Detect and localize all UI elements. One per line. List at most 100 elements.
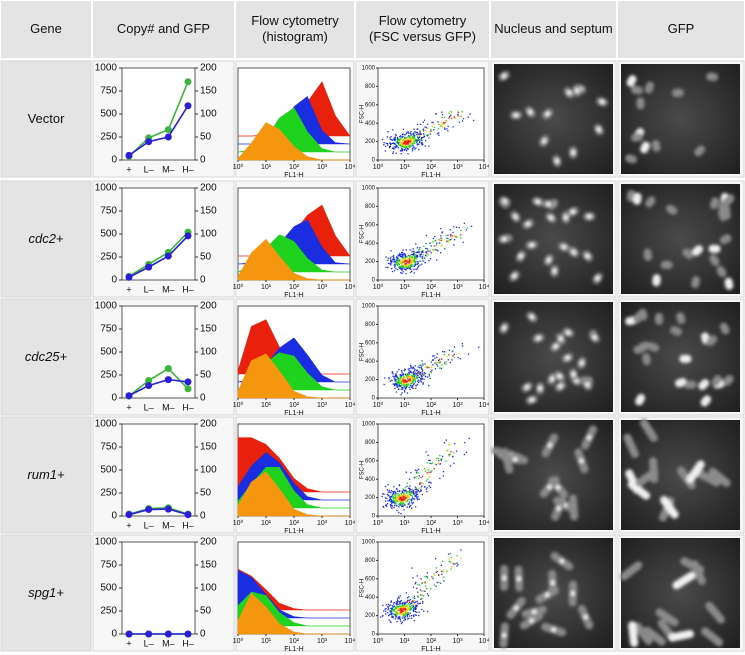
density-dot xyxy=(397,596,400,598)
density-dot xyxy=(447,553,450,555)
density-dot xyxy=(391,612,393,614)
series-line xyxy=(128,231,189,278)
density-dot xyxy=(387,262,390,265)
density-dot xyxy=(424,372,426,375)
density-dot xyxy=(402,608,404,610)
density-dot xyxy=(436,581,438,584)
density-dot xyxy=(422,363,424,365)
density-dot xyxy=(407,153,409,155)
density-dot xyxy=(434,362,436,364)
density-dot xyxy=(406,382,408,384)
density-dot xyxy=(436,356,438,358)
density-dot xyxy=(398,500,400,502)
density-dot xyxy=(414,607,416,609)
density-dot xyxy=(386,489,389,491)
density-dot xyxy=(420,367,423,369)
y-tick-label: 500 xyxy=(100,229,117,240)
density-dot xyxy=(428,242,431,244)
density-dot xyxy=(405,132,408,135)
y2-tick-label: 100 xyxy=(200,347,217,358)
density-dot xyxy=(395,391,398,393)
density-dot xyxy=(399,618,401,620)
density-dot xyxy=(411,264,414,266)
density-dot xyxy=(407,376,409,378)
x-tick-label: L– xyxy=(144,402,154,412)
density-dot xyxy=(453,562,455,565)
density-dot xyxy=(460,115,462,118)
density-dot xyxy=(394,375,397,377)
density-dot xyxy=(415,257,417,259)
density-dot xyxy=(427,595,429,597)
density-dot xyxy=(391,501,394,504)
series-point xyxy=(145,138,153,146)
density-dot xyxy=(405,601,407,604)
density-dot xyxy=(392,142,395,145)
histogram-area xyxy=(237,592,350,635)
density-dot xyxy=(389,496,391,498)
density-dot xyxy=(388,499,391,502)
density-dot xyxy=(418,364,421,366)
density-dot xyxy=(415,496,418,498)
nucleus xyxy=(549,376,555,382)
density-dot xyxy=(429,462,431,464)
y2-tick-label: 50 xyxy=(200,252,212,263)
density-dot xyxy=(430,462,432,465)
density-dot xyxy=(404,607,407,609)
density-dot xyxy=(391,613,393,616)
density-dot xyxy=(405,609,407,611)
y2-tick-label: 200 xyxy=(200,419,217,430)
density-dot xyxy=(435,463,438,466)
density-dot xyxy=(389,620,392,622)
density-dot xyxy=(410,268,412,270)
density-dot xyxy=(412,586,415,588)
density-dot xyxy=(386,612,389,614)
density-dot xyxy=(426,593,429,595)
density-dot xyxy=(409,144,411,147)
density-dot xyxy=(461,120,464,122)
y-tick-label: 600 xyxy=(365,576,376,582)
density-dot xyxy=(413,134,415,136)
density-dot xyxy=(407,132,410,134)
density-dot xyxy=(450,233,452,236)
density-dot xyxy=(412,498,415,500)
density-dot xyxy=(445,460,447,462)
density-dot xyxy=(419,139,421,141)
density-dot xyxy=(403,391,406,393)
density-dot xyxy=(407,378,409,380)
density-dot xyxy=(417,498,419,501)
density-dot xyxy=(399,500,401,502)
density-dot xyxy=(408,617,410,620)
x-tick-label: 10³ xyxy=(452,164,463,171)
density-dot xyxy=(388,619,390,621)
density-dot xyxy=(407,375,409,377)
density-dot xyxy=(406,385,408,388)
nucleus xyxy=(583,614,588,620)
density-dot xyxy=(418,134,420,136)
density-dot xyxy=(396,384,398,386)
nucleus xyxy=(525,221,531,227)
density-dot xyxy=(410,264,413,267)
density-dot xyxy=(399,595,401,597)
density-dot xyxy=(443,362,446,364)
density-dot xyxy=(404,143,407,145)
y-tick-label: 800 xyxy=(365,558,376,564)
density-dot xyxy=(418,611,420,613)
density-dot xyxy=(403,601,405,604)
density-dot xyxy=(398,494,400,496)
density-dot xyxy=(425,488,427,490)
density-dot xyxy=(398,609,400,611)
density-dot xyxy=(391,507,393,509)
density-dot xyxy=(414,132,416,134)
y-tick-label: 800 xyxy=(365,204,376,210)
density-dot xyxy=(402,140,404,142)
density-dot xyxy=(439,477,441,480)
density-dot xyxy=(410,370,412,372)
density-dot xyxy=(408,478,411,480)
density-dot xyxy=(426,610,429,613)
column-header: Copy# and GFP xyxy=(92,0,235,58)
density-dot xyxy=(422,133,425,135)
series-line xyxy=(128,235,189,278)
density-dot xyxy=(398,490,400,493)
density-dot xyxy=(429,131,431,133)
density-dot xyxy=(414,376,416,379)
